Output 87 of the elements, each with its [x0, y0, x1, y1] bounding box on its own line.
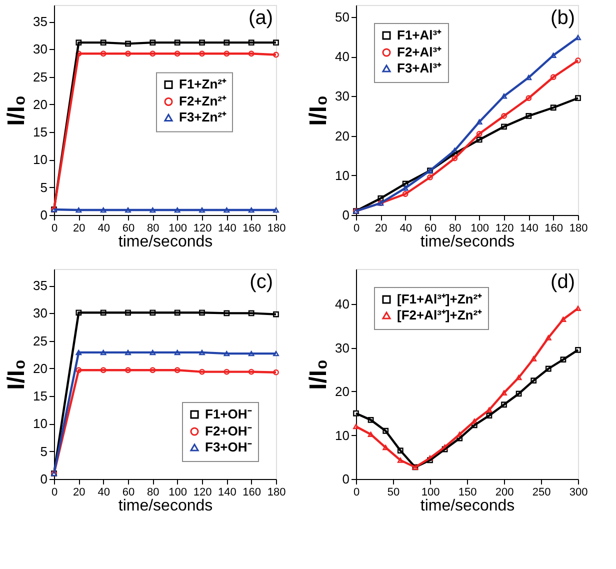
x-axis-title: time/seconds	[118, 498, 213, 514]
x-tick-label: 20	[73, 222, 86, 234]
x-tick-label: 100	[470, 222, 490, 234]
y-axis-title: I/I₀	[305, 95, 332, 126]
annotation: (a)	[248, 7, 273, 29]
x-tick-label: 80	[147, 486, 160, 498]
x-tick-label: 20	[73, 486, 86, 498]
x-tick-label: 60	[122, 486, 135, 498]
y-tick-label: 15	[33, 124, 48, 140]
annotation: (c)	[250, 271, 273, 293]
y-tick-label: 10	[33, 416, 48, 432]
x-tick-label: 0	[51, 222, 58, 234]
x-tick-label: 60	[122, 222, 135, 234]
y-tick-label: 10	[335, 428, 350, 443]
y-tick-label: 20	[335, 128, 350, 144]
x-axis-title: time/seconds	[420, 498, 515, 514]
y-tick-label: 40	[335, 49, 350, 64]
x-tick-label: 180	[267, 222, 286, 234]
x-axis-title: time/seconds	[118, 234, 213, 250]
x-tick-label: 120	[495, 222, 514, 234]
y-tick-label: 0	[342, 472, 350, 486]
y-tick-label: 30	[335, 340, 350, 356]
x-tick-label: 140	[218, 486, 236, 498]
y-tick-label: 25	[33, 69, 48, 84]
y-tick-label: 30	[33, 42, 48, 57]
x-tick-label: 120	[193, 222, 212, 234]
y-tick-label: 35	[33, 14, 48, 30]
y-tick-label: 0	[40, 472, 48, 486]
x-tick-label: 160	[242, 222, 262, 234]
y-tick-label: 20	[335, 384, 350, 399]
x-tick-label: 40	[98, 222, 110, 234]
legend-label: F3+Al³⁺	[397, 60, 442, 76]
legend-label: [F1+Al³⁺]+Zn²⁺	[397, 292, 483, 306]
x-tick-label: 0	[353, 486, 360, 498]
x-tick-label: 80	[449, 222, 462, 234]
x-tick-label: 60	[424, 222, 437, 234]
x-tick-label: 20	[375, 222, 388, 234]
x-tick-label: 180	[267, 486, 286, 498]
x-tick-label: 180	[569, 222, 588, 234]
x-tick-label: 160	[242, 486, 262, 498]
x-tick-label: 100	[421, 486, 440, 498]
x-tick-label: 0	[51, 486, 58, 498]
legend-label: F1+Zn²⁺	[179, 76, 227, 92]
legend-label: F3+Zn²⁺	[179, 110, 227, 125]
x-tick-label: 40	[400, 222, 412, 234]
y-axis-title: I/I₀	[305, 359, 332, 390]
y-tick-label: 50	[335, 9, 350, 24]
y-tick-label: 15	[33, 388, 48, 404]
x-tick-label: 140	[520, 222, 538, 234]
y-tick-label: 40	[335, 296, 350, 312]
y-tick-label: 0	[40, 208, 48, 222]
x-tick-label: 100	[168, 486, 188, 498]
x-tick-label: 140	[218, 222, 236, 234]
y-tick-label: 25	[33, 333, 48, 348]
y-axis-title: I/I₀	[3, 359, 30, 390]
x-tick-label: 200	[495, 486, 514, 498]
y-tick-label: 20	[33, 96, 48, 112]
x-tick-label: 250	[532, 486, 551, 498]
x-tick-label: 80	[147, 222, 160, 234]
x-tick-label: 50	[387, 486, 400, 498]
annotation: (d)	[550, 271, 575, 293]
annotation: (b)	[550, 7, 575, 29]
x-tick-label: 120	[193, 486, 212, 498]
x-tick-label: 300	[569, 486, 588, 498]
y-axis-title: I/I₀	[3, 95, 30, 126]
y-tick-label: 10	[33, 152, 48, 168]
y-tick-label: 30	[33, 306, 48, 321]
y-tick-label: 10	[335, 168, 350, 183]
x-tick-label: 0	[353, 222, 360, 234]
legend-label: F2+Al³⁺	[397, 44, 442, 60]
x-tick-label: 40	[98, 486, 110, 498]
y-tick-label: 20	[33, 360, 48, 376]
x-tick-label: 100	[168, 222, 188, 234]
x-tick-label: 160	[544, 222, 564, 234]
y-tick-label: 0	[342, 208, 350, 222]
legend-label: F3+OH⁻	[205, 440, 252, 454]
x-tick-label: 150	[458, 486, 477, 498]
legend-label: F2+Zn²⁺	[179, 94, 227, 109]
legend-label: [F2+Al³⁺]+Zn²⁺	[397, 308, 483, 322]
x-axis-title: time/seconds	[420, 234, 515, 250]
y-tick-label: 5	[40, 180, 48, 195]
legend-label: F1+Al³⁺	[397, 28, 442, 42]
y-tick-label: 30	[335, 88, 350, 104]
y-tick-label: 5	[40, 444, 48, 459]
legend-label: F1+OH⁻	[205, 406, 252, 422]
y-tick-label: 35	[33, 278, 48, 294]
legend-label: F2+OH⁻	[205, 424, 252, 438]
